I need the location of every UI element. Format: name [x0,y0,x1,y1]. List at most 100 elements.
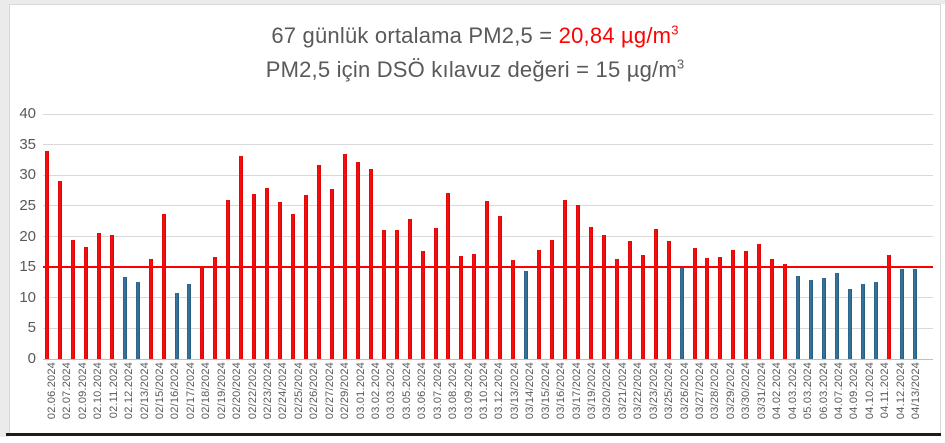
bar-below-guideline [834,273,839,359]
x-axis-label: 02/24/2024 [277,362,290,420]
bar-above-guideline [109,234,114,359]
x-axis-label: 02.12.2024 [123,362,136,420]
x-axis-label: 02/25/2024 [292,362,305,420]
bar-above-guideline [381,229,386,359]
bar-above-guideline [705,257,710,359]
x-axis-label: 02/20/2024 [231,362,244,420]
bar-below-guideline [873,281,878,359]
x-axis-label: 03.05.2024 [400,362,413,420]
chart-title: 67 günlük ortalama PM2,5 = 20,84 µg/m3 P… [10,19,940,87]
bar-above-guideline [653,229,658,359]
y-axis-label-40: 40 [19,105,36,122]
bar-below-guideline [912,268,917,359]
bar-below-guideline [122,276,127,359]
x-axis-label: 02.06.2024 [46,362,58,420]
x-axis-label: 03.12.2024 [493,362,506,420]
title-average-value-superscript: 3 [671,22,679,38]
x-axis-label: 02/26/2024 [308,362,321,420]
bar-below-guideline [860,284,865,359]
chart-title-line2: PM2,5 için DSÖ kılavuz değeri = 15 µg/m3 [10,53,940,87]
chart-title-line1: 67 günlük ortalama PM2,5 = 20,84 µg/m3 [10,19,940,53]
bar-above-guideline [485,200,490,359]
bar-below-guideline [796,275,801,359]
x-axis-label: 03/15/2024 [539,362,552,420]
title-average-value: 20,84 µg/m3 [558,22,679,48]
x-axis-label: 02/19/2024 [215,362,228,420]
bar-above-guideline [213,257,218,359]
x-axis-label: 03/29/2024 [724,362,737,420]
bar-above-guideline [239,156,244,359]
bar-above-guideline [316,165,321,359]
bar-above-guideline [666,241,671,359]
x-axis-label: 02/27/2024 [323,362,336,420]
x-axis-label: 06.03.2024 [817,362,830,420]
x-axis-label: 03/13/2024 [508,362,521,420]
x-axis-label: 04.11.2024 [879,362,892,419]
x-axis-label: 04.12.2024 [894,362,907,420]
x-axis-label: 04/13/2024 [910,362,923,420]
bar-above-guideline [148,258,153,359]
bar-above-guideline [226,199,231,359]
bar-below-guideline [847,289,852,359]
x-axis-label: 04.02.2024 [771,362,784,420]
bar-below-guideline [899,268,904,359]
bar-above-guideline [329,188,334,359]
bar-above-guideline [783,264,788,359]
bar-above-guideline [420,250,425,359]
bar-above-guideline [433,227,438,359]
bar-below-guideline [809,280,814,359]
bar-above-guideline [161,213,166,359]
bar-above-guideline [252,193,257,359]
y-axis-label-20: 20 [19,227,36,245]
page-background-left [0,0,9,437]
pm25-bar-chart: 67 günlük ortalama PM2,5 = 20,84 µg/m3 P… [9,4,941,433]
x-axis-label: 02.11.2024 [107,362,120,419]
gridline-y30 [43,174,933,176]
x-axis-label: 03/22/2024 [632,362,645,420]
bar-above-guideline [627,240,632,359]
bar-above-guideline [770,259,775,359]
bar-above-guideline [498,216,503,359]
bar-below-guideline [174,292,179,359]
y-axis-label-10: 10 [19,288,36,306]
bar-above-guideline [446,193,451,359]
y-axis-label-35: 35 [19,135,36,153]
gridline-y35 [43,144,933,146]
bar-above-guideline [718,257,723,359]
bar-above-guideline [511,259,516,359]
x-axis-label: 03.07.2024 [431,362,444,420]
bar-above-guideline [265,188,270,359]
bar-below-guideline [135,282,140,359]
title-average-prefix: 67 günlük ortalama PM2,5 = [271,23,559,48]
x-axis-label: 02/13/2024 [138,362,151,420]
x-axis-labels: 02.06.2024 02.07.2024 02.09.2024 02.10.2024… [43,362,933,442]
x-axis-label: 03/30/2024 [740,362,753,420]
x-axis-label: 03/27/2024 [694,362,707,420]
x-axis-label: 03/23/2024 [647,362,660,420]
bar-above-guideline [731,249,736,359]
x-axis-label: 03/31/2024 [755,362,768,420]
title-who-guideline-text: PM2,5 için DSÖ kılavuz değeri = 15 µg/m [265,57,677,82]
x-axis-label: 03.01.2024 [354,362,367,420]
x-axis-label: 03/17/2024 [570,362,583,420]
x-axis-label: 03.02.2024 [370,362,383,420]
bar-above-guideline [291,213,296,359]
x-axis-label: 02/15/2024 [154,362,166,420]
x-axis-label: 02/18/2024 [200,362,213,420]
x-axis-label: 04.07.2024 [832,362,845,420]
x-axis-label: 05.03.2024 [802,362,815,420]
gridline-y0 [43,358,933,360]
bar-above-guideline [407,219,412,359]
y-axis-label-0: 0 [27,350,36,367]
bar-above-guideline [550,239,555,359]
bar-below-guideline [679,267,684,359]
who-guideline-line [43,266,933,269]
bar-above-guideline [640,254,645,359]
x-axis-label: 02/22/2024 [246,362,259,420]
x-axis-label: 04.09.2024 [848,362,861,420]
x-axis-label: 02/17/2024 [184,362,197,420]
bar-above-guideline [304,194,308,359]
y-axis-label-25: 25 [19,196,36,214]
bar-above-guideline [278,201,283,359]
bar-above-guideline [355,161,360,359]
